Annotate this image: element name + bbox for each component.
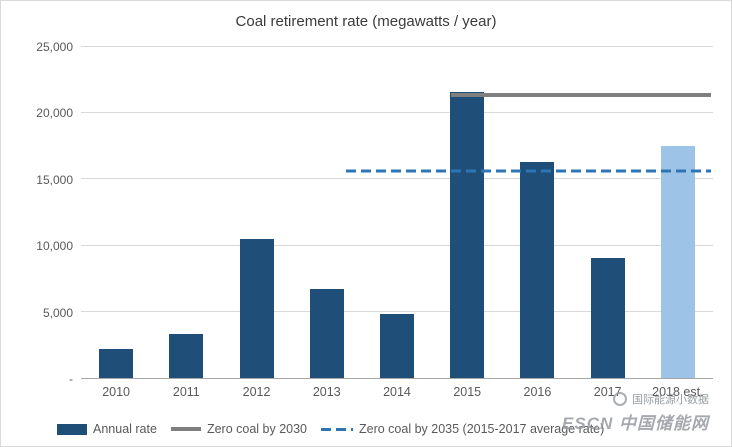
legend-label-zero-coal-2035: Zero coal by 2035 (2015-2017 average rat… [359, 422, 605, 436]
y-axis-tick-label: 20,000 [36, 106, 73, 121]
y-axis-tick-label: 5,000 [42, 305, 73, 320]
x-axis-tick-label: 2018 est. [652, 385, 704, 399]
bar-2011 [169, 334, 204, 378]
gridline [81, 178, 713, 180]
legend-item-annual-rate: Annual rate [57, 422, 157, 436]
gridline [81, 310, 713, 312]
bar-2010 [99, 348, 134, 378]
gridline [81, 112, 713, 114]
legend-item-zero-coal-2035: Zero coal by 2035 (2015-2017 average rat… [321, 422, 604, 436]
legend-label-zero-coal-2030: Zero coal by 2030 [206, 422, 307, 436]
watermark: 国际能源小数据 ESCN 中国储能网 [562, 391, 709, 434]
x-axis-tick-label: 2010 [102, 385, 131, 399]
chart-title: Coal retirement rate (megawatts / year) [235, 13, 497, 30]
legend-label-annual-rate: Annual rate [93, 422, 157, 436]
x-axis-tick-label: 2011 [172, 385, 200, 399]
bar-2013 [309, 289, 344, 378]
zero-coal-2035-line [346, 169, 711, 173]
x-axis-tick-label: 2016 [523, 385, 552, 399]
y-axis-tick-label: 10,000 [36, 239, 73, 254]
annual-rate-swatch-icon [57, 423, 87, 435]
x-axis-tick-label: 2013 [312, 385, 341, 399]
legend-item-zero-coal-2030: Zero coal by 2030 [170, 422, 307, 436]
y-axis-tick-label: 15,000 [36, 172, 73, 187]
watermark-text-small: 国际能源小数据 [632, 394, 709, 406]
gridline [81, 244, 713, 246]
legend: Annual rate Zero coal by 2030 Zero coal … [57, 422, 618, 436]
y-axis-labels: - 5,000 10,000 15,000 20,000 25,000 [1, 40, 73, 386]
gridline [81, 46, 713, 47]
watermark-logo-icon [613, 392, 627, 406]
watermark-text-large: ESCN 中国储能网 [562, 414, 709, 433]
bar-2015 [450, 92, 485, 378]
bar-2016 [520, 162, 555, 378]
watermark-line1: 国际能源小数据 [562, 391, 709, 407]
y-axis-tick-label: - [69, 372, 73, 386]
bar-2012 [239, 238, 274, 378]
plot-area [81, 46, 713, 379]
x-axis-tick-label: 2015 [453, 385, 482, 399]
zero-coal-2035-swatch-icon [321, 427, 353, 431]
zero-coal-2030-swatch-icon [170, 427, 201, 431]
x-axis-tick-label: 2014 [383, 385, 411, 399]
y-axis-tick-label: 25,000 [36, 40, 73, 54]
bar-2018-est- [660, 146, 695, 378]
bar-2017 [590, 257, 625, 378]
zero-coal-2030-line [450, 92, 711, 97]
bar-2014 [380, 314, 414, 378]
x-axis-tick-label: 2012 [242, 385, 271, 399]
